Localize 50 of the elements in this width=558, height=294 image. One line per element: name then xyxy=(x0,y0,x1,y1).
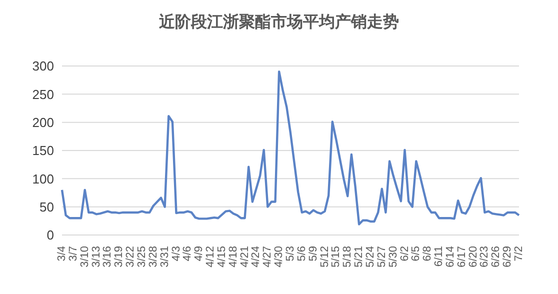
x-tick-label: 4/6 xyxy=(182,246,194,262)
x-tick-label: 6/8 xyxy=(422,246,434,262)
y-tick-label: 250 xyxy=(32,86,54,102)
x-tick-label: 6/11 xyxy=(433,246,446,267)
chart-title: 近阶段江浙聚酯市场平均产销走势 xyxy=(158,12,400,33)
x-tick-label: 5/30 xyxy=(387,246,400,268)
x-tick-label: 5/27 xyxy=(376,246,388,268)
x-tick-label: 4/30 xyxy=(273,246,286,268)
x-tick-label: 4/27 xyxy=(262,246,274,268)
x-tick-label: 4/15 xyxy=(216,246,228,268)
x-tick-label: 6/14 xyxy=(444,246,456,268)
x-tick-label: 6/2 xyxy=(398,246,411,262)
x-tick-label: 4/21 xyxy=(238,246,251,268)
x-tick-label: 5/24 xyxy=(364,246,376,268)
x-tick-label: 6/29 xyxy=(502,246,514,268)
x-tick-label: 4/18 xyxy=(227,246,240,268)
x-tick-label: 3/16 xyxy=(102,246,114,268)
x-tick-label: 3/28 xyxy=(147,246,160,268)
y-tick-label: 150 xyxy=(32,143,54,158)
x-tick-label: 3/4 xyxy=(56,246,68,262)
x-tick-label: 5/6 xyxy=(296,246,308,262)
y-tick-label: 50 xyxy=(40,199,54,214)
x-tick-label: 4/24 xyxy=(250,246,262,268)
x-tick-label: 6/5 xyxy=(410,246,422,262)
x-tick-label: 5/18 xyxy=(342,246,354,268)
x-tick-label: 3/10 xyxy=(78,246,91,268)
x-tick-label: 5/3 xyxy=(284,246,296,262)
x-tick-label: 3/22 xyxy=(124,246,137,268)
x-tick-label: 4/9 xyxy=(193,246,206,262)
x-tick-label: 6/20 xyxy=(467,246,480,268)
y-tick-label: 0 xyxy=(46,228,54,243)
y-tick-label: 300 xyxy=(32,58,54,74)
x-tick-label: 5/12 xyxy=(318,246,331,268)
x-tick-label: 3/31 xyxy=(158,246,171,268)
x-tick-label: 6/17 xyxy=(456,246,468,268)
x-tick-label: 3/25 xyxy=(136,246,148,268)
y-tick-label: 200 xyxy=(32,114,54,130)
x-tick-label: 6/26 xyxy=(490,246,502,268)
x-tick-label: 6/23 xyxy=(478,246,491,268)
x-tick-label: 5/15 xyxy=(330,246,342,268)
x-tick-label: 3/13 xyxy=(90,246,102,268)
x-tick-label: 5/9 xyxy=(307,246,320,262)
x-tick-label: 7/2 xyxy=(513,246,525,262)
x-tick-label: 4/3 xyxy=(170,246,182,262)
y-tick-label: 100 xyxy=(32,171,54,186)
line-series xyxy=(60,70,520,226)
x-tick-label: 5/21 xyxy=(353,246,366,268)
x-tick-label: 3/7 xyxy=(67,246,80,262)
x-tick-label: 3/19 xyxy=(113,246,126,268)
x-tick-label: 4/12 xyxy=(204,246,217,268)
